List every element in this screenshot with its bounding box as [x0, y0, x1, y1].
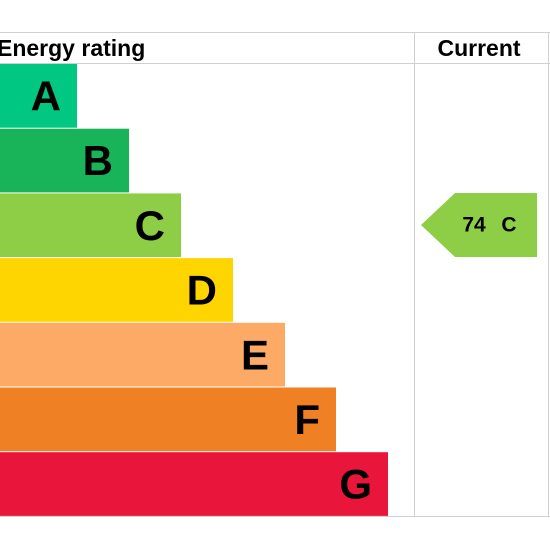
current-score: 74 — [462, 214, 486, 237]
band-bar — [0, 64, 77, 128]
band-bar — [0, 387, 336, 452]
band-letter: A — [31, 73, 61, 120]
band-bar — [0, 258, 233, 322]
band-letter: D — [187, 267, 217, 314]
current-band: C — [501, 214, 516, 237]
current-marker: 74 C — [421, 193, 537, 257]
band-letter: E — [241, 331, 269, 378]
rating-header: Energy rating — [0, 35, 145, 61]
band-bar — [0, 193, 181, 258]
current-arrow — [421, 193, 537, 257]
band-letter: C — [135, 202, 165, 249]
band-bar — [0, 322, 285, 387]
band-bar — [0, 452, 388, 516]
band-bar — [0, 128, 129, 193]
band-letter: B — [83, 137, 113, 184]
band-letter: G — [339, 461, 372, 508]
current-header: Current — [437, 35, 520, 61]
band-letter: F — [294, 396, 320, 443]
